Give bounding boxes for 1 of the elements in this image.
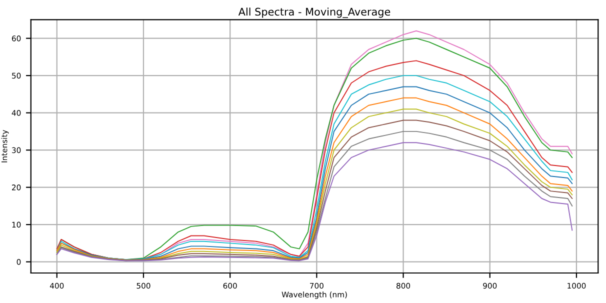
chart-title: All Spectra - Moving_Average [238,8,390,18]
